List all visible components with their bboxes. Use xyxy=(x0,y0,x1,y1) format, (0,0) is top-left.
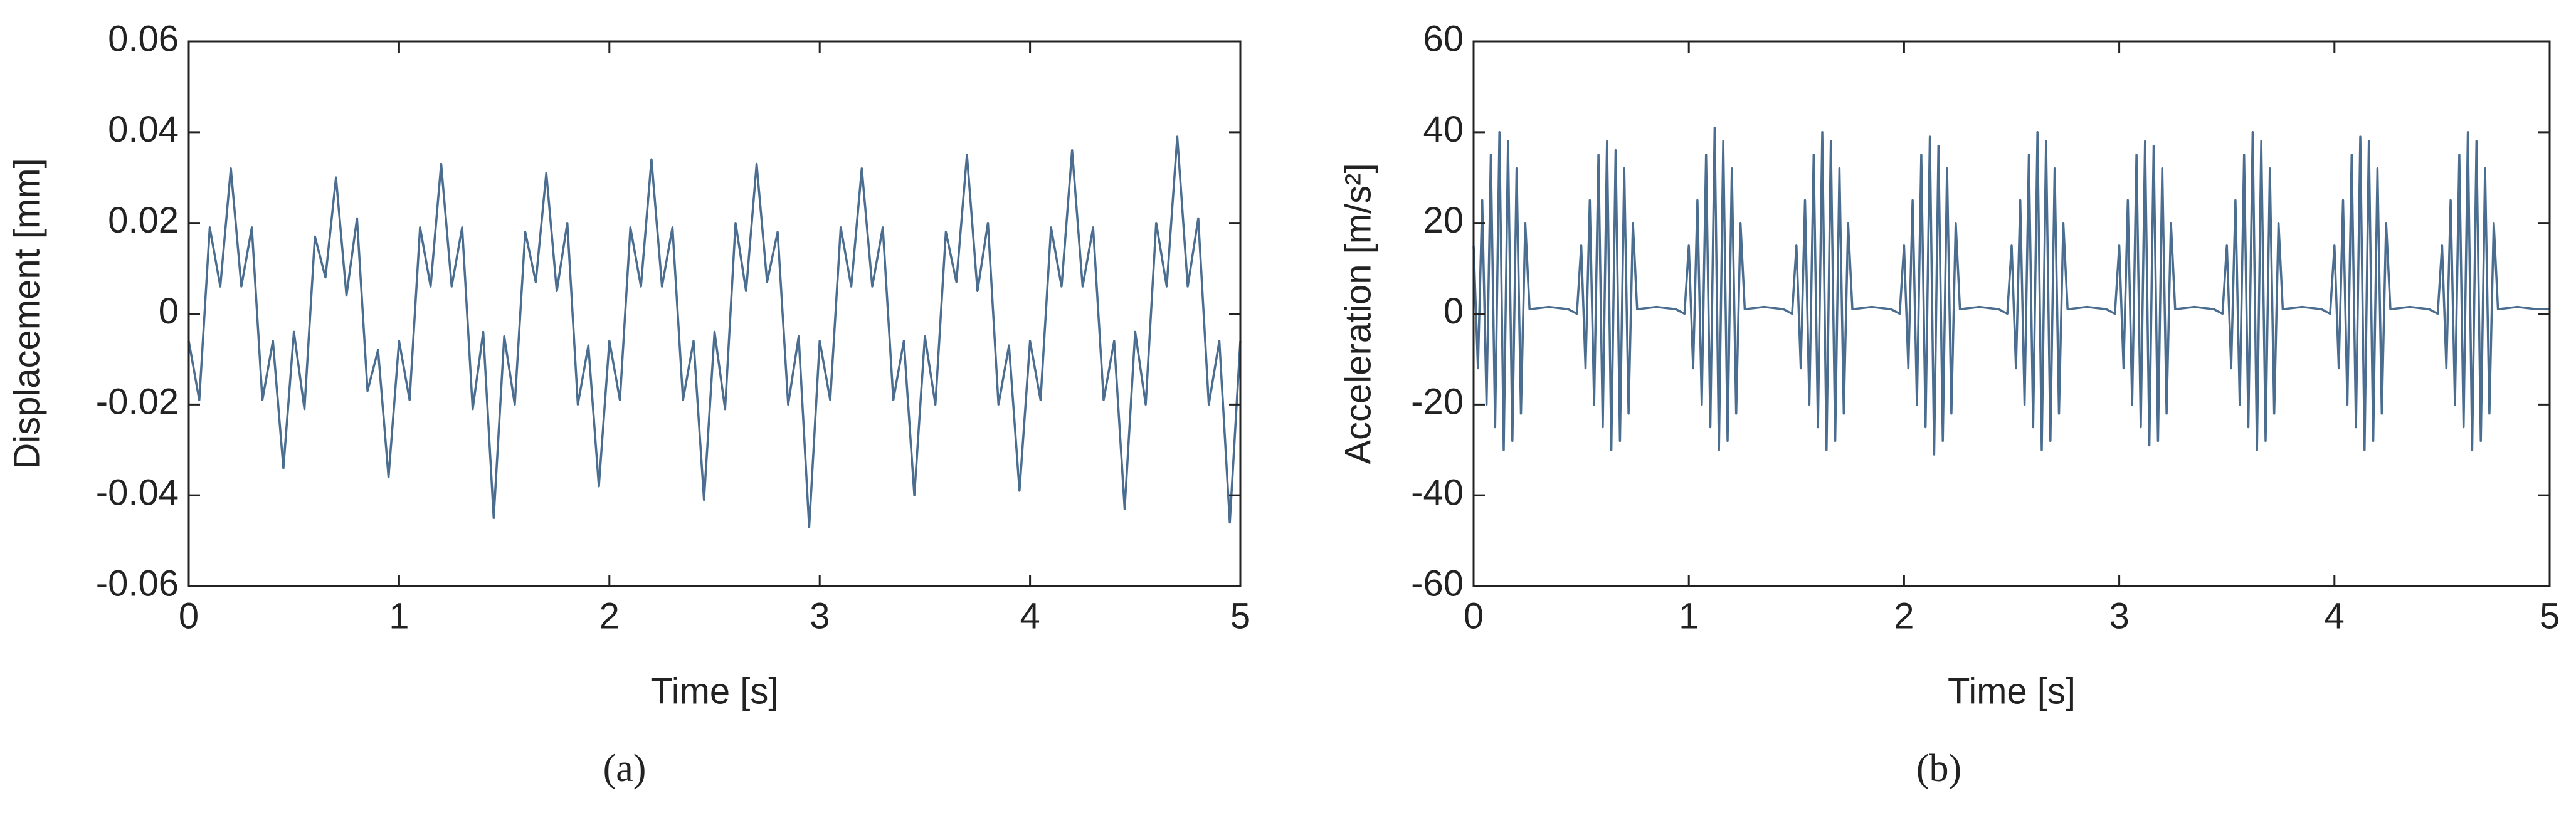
y-tick-label: -0.06 xyxy=(96,563,179,604)
x-axis-label: Time [s] xyxy=(1948,671,2076,711)
x-tick-label: 0 xyxy=(1464,595,1484,636)
x-tick-label: 3 xyxy=(2109,595,2129,636)
caption: (a) xyxy=(603,747,647,790)
y-tick-label: 20 xyxy=(1423,200,1464,241)
y-tick-label: 0.04 xyxy=(108,109,179,150)
x-tick-label: 3 xyxy=(810,595,830,636)
x-tick-label: 0 xyxy=(179,595,199,636)
y-tick-label: 0.06 xyxy=(108,18,179,59)
x-tick-label: 1 xyxy=(1679,595,1699,636)
y-tick-label: 0.02 xyxy=(108,200,179,241)
y-tick-label: 40 xyxy=(1423,109,1464,150)
y-tick-label: 0 xyxy=(1444,291,1464,332)
x-tick-label: 5 xyxy=(1230,595,1250,636)
caption: (b) xyxy=(1916,747,1961,790)
y-axis-label: Acceleration [m/s²] xyxy=(1338,163,1378,464)
y-axis-label: Displacement [mm] xyxy=(6,158,47,469)
y-tick-label: -60 xyxy=(1411,563,1464,604)
x-axis-label: Time [s] xyxy=(650,671,778,711)
x-tick-label: 4 xyxy=(2325,595,2345,636)
y-tick-label: -0.02 xyxy=(96,382,179,422)
y-tick-label: -0.04 xyxy=(96,472,179,513)
y-tick-label: -20 xyxy=(1411,382,1464,422)
x-tick-label: 2 xyxy=(599,595,620,636)
y-tick-label: 60 xyxy=(1423,18,1464,59)
data-line xyxy=(187,135,1242,528)
x-tick-label: 1 xyxy=(389,595,409,636)
y-tick-label: 0 xyxy=(159,291,179,332)
y-tick-label: -40 xyxy=(1411,472,1464,513)
x-tick-label: 5 xyxy=(2540,595,2560,636)
axes-box xyxy=(187,40,1242,587)
axes-box xyxy=(1472,40,2551,587)
data-line xyxy=(1472,126,2550,456)
x-tick-label: 2 xyxy=(1894,595,1914,636)
x-tick-label: 4 xyxy=(1020,595,1040,636)
